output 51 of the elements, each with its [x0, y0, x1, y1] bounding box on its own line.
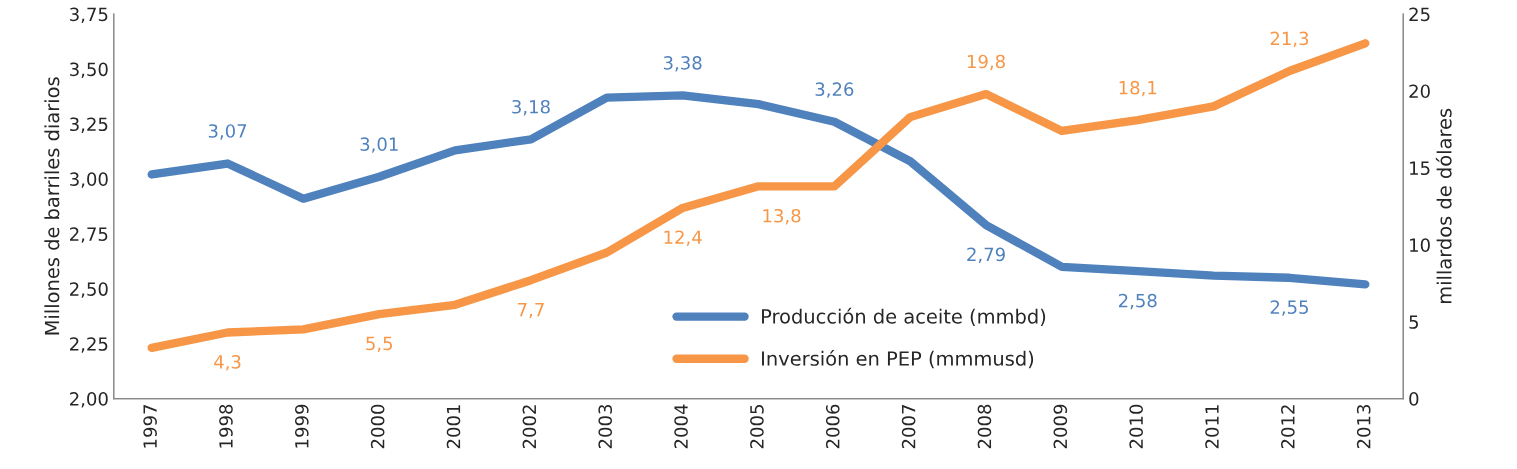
data-label: 2,79 — [967, 247, 1005, 264]
x-tick-label: 2010 — [1129, 404, 1143, 449]
data-label: 7,7 — [518, 302, 544, 319]
x-tick-label: 2008 — [977, 404, 992, 449]
x-tick-label: 2009 — [1053, 404, 1068, 449]
y2-axis-title: millardos de dólares — [1435, 108, 1452, 304]
data-label: 3,26 — [815, 82, 854, 98]
data-label: 12,4 — [664, 230, 702, 246]
x-tick-label: 2003 — [598, 404, 613, 449]
x-tick-label: 1999 — [294, 404, 309, 448]
y-tick-label: 3,50 — [70, 62, 108, 78]
data-label: 18,1 — [1119, 80, 1157, 97]
x-tick-label: 2012 — [1281, 405, 1295, 449]
y-tick-label: 3,75 — [70, 7, 108, 24]
data-label: 2,58 — [1118, 293, 1157, 310]
x-tick-label: 2013 — [1356, 404, 1371, 449]
x-tick-label: 1997 — [143, 405, 157, 448]
y2-tick-label: 20 — [1409, 84, 1430, 99]
data-label: 2,55 — [1270, 300, 1308, 316]
y-axis-title: Millones de barriles diarios — [44, 77, 60, 335]
data-label: 3,18 — [512, 99, 550, 116]
y2-tick-label: 15 — [1410, 161, 1430, 176]
x-tick-label: 2005 — [750, 405, 764, 449]
x-tick-label: 2011 — [1205, 405, 1219, 449]
data-label: 5,5 — [366, 336, 393, 353]
x-tick-label: 2007 — [901, 405, 916, 449]
x-tick-label: 2004 — [674, 404, 688, 449]
x-tick-label: 2001 — [446, 405, 461, 449]
x-tick-label: 2000 — [370, 404, 385, 449]
data-label: 4,3 — [214, 355, 241, 371]
x-tick-label: 1998 — [219, 404, 233, 448]
y2-tick-label: 5 — [1409, 315, 1418, 329]
y-tick-label: 3,25 — [70, 117, 108, 133]
data-label: 19,8 — [967, 54, 1005, 71]
legend-label: Inversión en PEP (mmmusd) — [762, 350, 1034, 369]
y-tick-label: 3,00 — [70, 172, 108, 188]
y-tick-label: 2,50 — [70, 282, 108, 298]
data-label: 3,01 — [360, 137, 398, 153]
data-label: 13,8 — [763, 208, 801, 225]
data-label: 3,38 — [663, 56, 702, 72]
legend-label: Producción de aceite (mmbd) — [762, 307, 1046, 326]
y-tick-label: 2,75 — [70, 227, 108, 243]
y2-tick-label: 10 — [1410, 238, 1430, 252]
x-tick-label: 2006 — [825, 404, 840, 449]
y2-tick-label: 25 — [1409, 7, 1430, 22]
data-label: 3,07 — [208, 124, 247, 140]
y2-tick-label: 0 — [1409, 392, 1419, 406]
x-tick-label: 2002 — [522, 405, 537, 449]
data-label: 21,3 — [1270, 31, 1309, 48]
y-tick-label: 2,25 — [70, 337, 108, 353]
y-tick-label: 2,00 — [70, 392, 108, 408]
